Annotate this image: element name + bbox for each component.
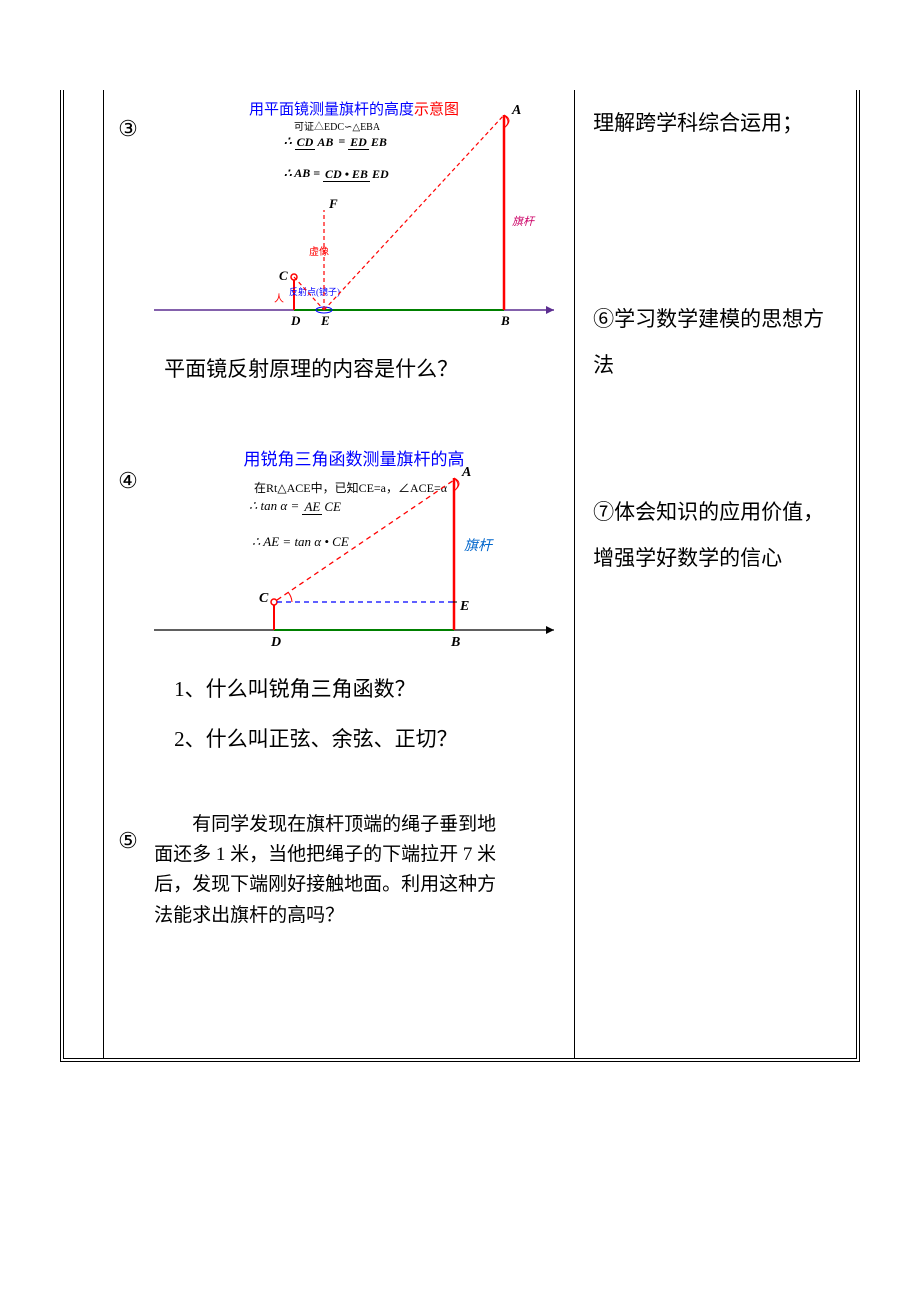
section-5-number: ⑤ [118,830,138,852]
label-F: F [328,196,338,211]
label-E: E [320,313,330,328]
section-3-question: 平面镜反射原理的内容是什么？ [164,350,544,390]
section-3: ③ 用平面镜测量旗杆的高度示意图 可证△EDC∽△EBA ∴ CDAB = ED… [104,90,574,420]
given-text: 在Rt△ACE中，已知CE=a，∠ACE=α [254,480,448,495]
label-E-4: E [459,599,469,614]
column-left-empty [64,90,104,1058]
label-D: D [290,313,301,328]
svg-text:旗杆: 旗杆 [464,538,494,554]
section-4-title: 用锐角三角函数测量旗杆的高 [244,450,465,469]
svg-text:用平面镜测量旗杆的高度示意图: 用平面镜测量旗杆的高度示意图 [249,100,459,118]
section-4: ④ 用锐角三角函数测量旗杆的高 在Rt△ACE中，已知CE=a，∠ACE=α ∴… [104,440,574,790]
label-A: A [511,103,521,118]
label-C: C [279,268,288,283]
section-4-q1: 1、什么叫锐角三角函数？ [174,670,544,710]
diagram-mirror: 用平面镜测量旗杆的高度示意图 可证△EDC∽△EBA ∴ CDAB = EDEB… [154,100,554,330]
label-C-4: C [259,591,269,606]
svg-text:人: 人 [274,293,284,305]
svg-text:反射点(镜子): 反射点(镜子) [289,286,340,297]
ae-equation: ∴ AE = tan α • CE [252,534,349,549]
proof-line: 可证△EDC∽△EBA [294,121,381,133]
label-A-4: A [461,465,471,480]
right-note-2: ⑥学习数学建模的思想方法 [593,296,838,388]
section-4-number: ④ [118,470,138,492]
column-middle: ③ 用平面镜测量旗杆的高度示意图 可证△EDC∽△EBA ∴ CDAB = ED… [104,90,575,1058]
label-flag: 旗杆 [512,215,536,228]
section-5-text: 有同学发现在旗杆顶端的绳子垂到地面还多 1 米，当他把绳子的下端拉开 7 米后，… [154,810,554,932]
svg-text:虚像: 虚像 [309,246,329,258]
table-outer: ③ 用平面镜测量旗杆的高度示意图 可证△EDC∽△EBA ∴ CDAB = ED… [60,90,860,1062]
section-3-number: ③ [118,118,138,140]
right-note-3: ⑦体会知识的应用价值，增强学好数学的信心 [593,489,838,581]
label-B-4: B [450,635,460,650]
column-right: 理解跨学科综合运用； ⑥学习数学建模的思想方法 ⑦体会知识的应用价值，增强学好数… [575,90,856,1058]
right-note-1: 理解跨学科综合运用； [593,100,838,146]
section-5: ⑤ 有同学发现在旗杆顶端的绳子垂到地面还多 1 米，当他把绳子的下端拉开 7 米… [104,800,574,942]
label-B: B [500,313,510,328]
label-D-4: D [270,635,281,650]
diagram-trig: 用锐角三角函数测量旗杆的高 在Rt△ACE中，已知CE=a，∠ACE=α ∴ t… [154,450,554,650]
section-4-q2: 2、什么叫正弦、余弦、正切？ [174,720,544,760]
